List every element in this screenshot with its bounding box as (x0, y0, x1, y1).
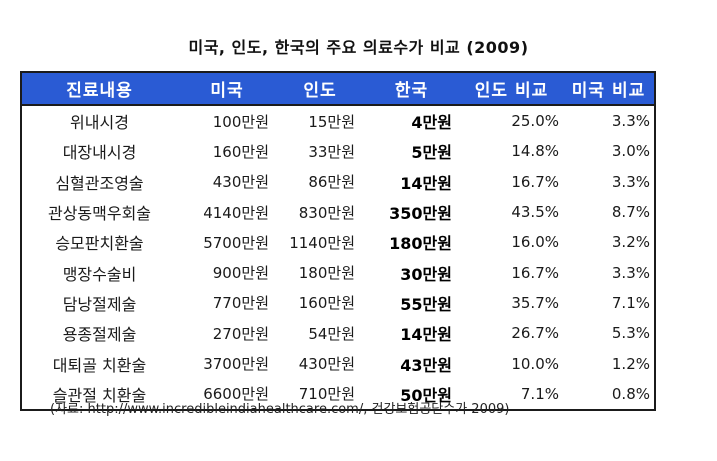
cell-usa: 770만원 (212, 294, 269, 313)
cell-vs-india: 43.5% (511, 203, 559, 222)
cell-india: 830만원 (298, 203, 355, 222)
table-title: 미국, 인도, 한국의 주요 의료수가 비교 (2009) (188, 38, 529, 57)
table-row: 담낭절제술 770만원 160만원 55만원 35.7% 7.1% (22, 288, 654, 318)
cell-usa: 6600만원 (203, 385, 269, 404)
cell-india: 54만원 (308, 324, 355, 343)
cell-procedure: 용종절제술 (62, 325, 137, 345)
cell-procedure: 관상동맥우회술 (47, 204, 152, 224)
cell-usa: 160만원 (212, 142, 269, 161)
table-row: 슬관절 치환술 6600만원 710만원 50만원 7.1% 0.8% (22, 379, 654, 409)
table-row: 관상동맥우회술 4140만원 830만원 350만원 43.5% 8.7% (22, 197, 654, 227)
header-procedure: 진료내용 (22, 73, 177, 106)
source-note: (자료: http://www.incredibleindiahealthcar… (50, 402, 510, 417)
cell-vs-usa: 7.1% (611, 293, 650, 312)
cell-usa: 3700만원 (203, 355, 269, 374)
header-korea: 한국 (363, 73, 460, 106)
cell-india: 160만원 (298, 294, 355, 313)
cell-procedure: 승모판치환술 (55, 234, 144, 254)
table-row: 대장내시경 160만원 33만원 5만원 14.8% 3.0% (22, 136, 654, 166)
cell-india: 710만원 (298, 385, 355, 404)
cell-usa: 100만원 (212, 112, 269, 131)
cell-vs-usa: 3.3% (611, 112, 650, 131)
cell-korea: 14만원 (400, 173, 452, 193)
medical-cost-comparison-table: 진료내용 미국 인도 한국 인도 비교 미국 비교 위내시경 100만원 15만… (22, 73, 654, 409)
cell-procedure: 심혈관조영술 (55, 173, 144, 193)
cell-usa: 4140만원 (203, 203, 269, 222)
table-row: 심혈관조영술 430만원 86만원 14만원 16.7% 3.3% (22, 167, 654, 197)
cell-vs-india: 25.0% (511, 112, 559, 131)
cell-india: 430만원 (298, 355, 355, 374)
header-vs-usa: 미국 비교 (563, 73, 654, 106)
cell-korea: 4만원 (411, 113, 452, 133)
cell-korea: 5만원 (411, 143, 452, 163)
cell-usa: 270만원 (212, 324, 269, 343)
table-row: 위내시경 100만원 15만원 4만원 25.0% 3.3% (22, 105, 654, 136)
table-row: 대퇴골 치환술 3700만원 430만원 43만원 10.0% 1.2% (22, 348, 654, 378)
cell-vs-india: 26.7% (511, 324, 559, 343)
cell-korea: 14만원 (400, 325, 452, 345)
cell-korea: 50만원 (400, 385, 452, 405)
cell-india: 15만원 (308, 112, 355, 131)
cell-india: 180만원 (298, 264, 355, 283)
cell-vs-india: 14.8% (511, 142, 559, 161)
cell-usa: 900만원 (212, 264, 269, 283)
cell-vs-india: 7.1% (520, 384, 559, 403)
cell-india: 1140만원 (289, 233, 355, 252)
cell-vs-usa: 5.3% (611, 324, 650, 343)
cell-korea: 350만원 (389, 204, 452, 224)
cell-vs-usa: 3.2% (611, 233, 650, 252)
cell-india: 33만원 (308, 142, 355, 161)
cell-procedure: 대장내시경 (62, 143, 137, 163)
header-vs-india: 인도 비교 (460, 73, 563, 106)
table-row: 승모판치환술 5700만원 1140만원 180만원 16.0% 3.2% (22, 227, 654, 257)
cell-procedure: 슬관절 치환술 (52, 385, 147, 405)
cell-korea: 30만원 (400, 264, 452, 284)
cell-korea: 180만원 (389, 234, 452, 254)
table-row: 용종절제술 270만원 54만원 14만원 26.7% 5.3% (22, 318, 654, 348)
header-usa: 미국 (177, 73, 277, 106)
cell-korea: 55만원 (400, 294, 452, 314)
cell-vs-usa: 3.0% (611, 142, 650, 161)
cell-procedure: 위내시경 (70, 113, 129, 133)
header-india: 인도 (277, 73, 363, 106)
cell-usa: 5700만원 (203, 233, 269, 252)
cell-procedure: 대퇴골 치환술 (52, 355, 147, 375)
cell-vs-india: 35.7% (511, 293, 559, 312)
header-row: 진료내용 미국 인도 한국 인도 비교 미국 비교 (22, 73, 654, 106)
cell-vs-india: 10.0% (511, 354, 559, 373)
cell-procedure: 맹장수술비 (62, 264, 137, 284)
cell-usa: 430만원 (212, 173, 269, 192)
cell-vs-usa: 3.3% (611, 172, 650, 191)
cell-india: 86만원 (308, 173, 355, 192)
cell-vs-india: 16.0% (511, 233, 559, 252)
comparison-table-frame: 진료내용 미국 인도 한국 인도 비교 미국 비교 위내시경 100만원 15만… (20, 71, 656, 411)
cell-vs-usa: 1.2% (611, 354, 650, 373)
table-body: 위내시경 100만원 15만원 4만원 25.0% 3.3% 대장내시경 160… (22, 105, 654, 409)
table-row: 맹장수술비 900만원 180만원 30만원 16.7% 3.3% (22, 257, 654, 287)
cell-vs-usa: 8.7% (611, 203, 650, 222)
table-header: 진료내용 미국 인도 한국 인도 비교 미국 비교 (22, 73, 654, 106)
cell-vs-india: 16.7% (511, 172, 559, 191)
cell-korea: 43만원 (400, 355, 452, 375)
cell-vs-usa: 3.3% (611, 263, 650, 282)
cell-vs-usa: 0.8% (611, 384, 650, 403)
cell-vs-india: 16.7% (511, 263, 559, 282)
cell-procedure: 담낭절제술 (62, 294, 137, 314)
